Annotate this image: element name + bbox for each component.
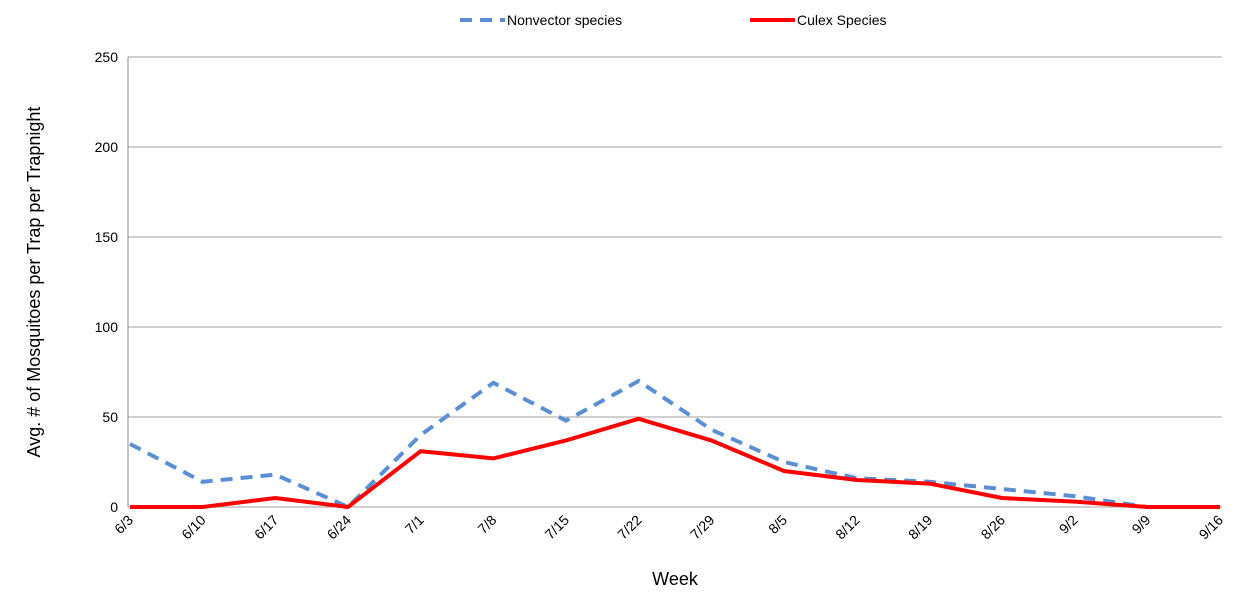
x-tick-label: 6/24 bbox=[324, 512, 355, 543]
y-tick-label: 250 bbox=[95, 49, 119, 65]
series-line bbox=[130, 416, 1220, 510]
x-tick-label: 6/10 bbox=[178, 512, 209, 543]
x-tick-label: 8/12 bbox=[832, 512, 863, 543]
y-tick-label: 150 bbox=[95, 229, 119, 245]
x-tick-label: 8/26 bbox=[978, 512, 1009, 543]
x-axis-label: Week bbox=[652, 569, 699, 589]
series-line bbox=[129, 378, 1220, 510]
x-tick-label: 9/16 bbox=[1196, 512, 1227, 543]
x-tick-label: 6/17 bbox=[251, 512, 282, 543]
x-tick-label: 7/1 bbox=[402, 512, 427, 537]
x-tick-label: 9/9 bbox=[1128, 512, 1153, 537]
x-tick-label: 6/3 bbox=[111, 512, 136, 537]
y-tick-label: 100 bbox=[95, 319, 119, 335]
x-tick-label: 9/2 bbox=[1056, 512, 1081, 537]
x-tick-label: 8/19 bbox=[905, 512, 936, 543]
x-tick-label: 7/8 bbox=[474, 512, 499, 537]
y-tick-label: 200 bbox=[95, 139, 119, 155]
y-axis-label: Avg. # of Mosquitoes per Trap per Trapni… bbox=[24, 107, 44, 458]
x-tick-label: 8/5 bbox=[765, 512, 790, 537]
y-tick-label: 50 bbox=[102, 409, 118, 425]
legend-label: Culex Species bbox=[797, 12, 887, 28]
legend-label: Nonvector species bbox=[507, 12, 622, 28]
x-tick-label: 7/22 bbox=[614, 512, 645, 543]
x-tick-label: 7/29 bbox=[687, 512, 718, 543]
y-tick-label: 0 bbox=[110, 499, 118, 515]
x-tick-label: 7/15 bbox=[542, 512, 573, 543]
